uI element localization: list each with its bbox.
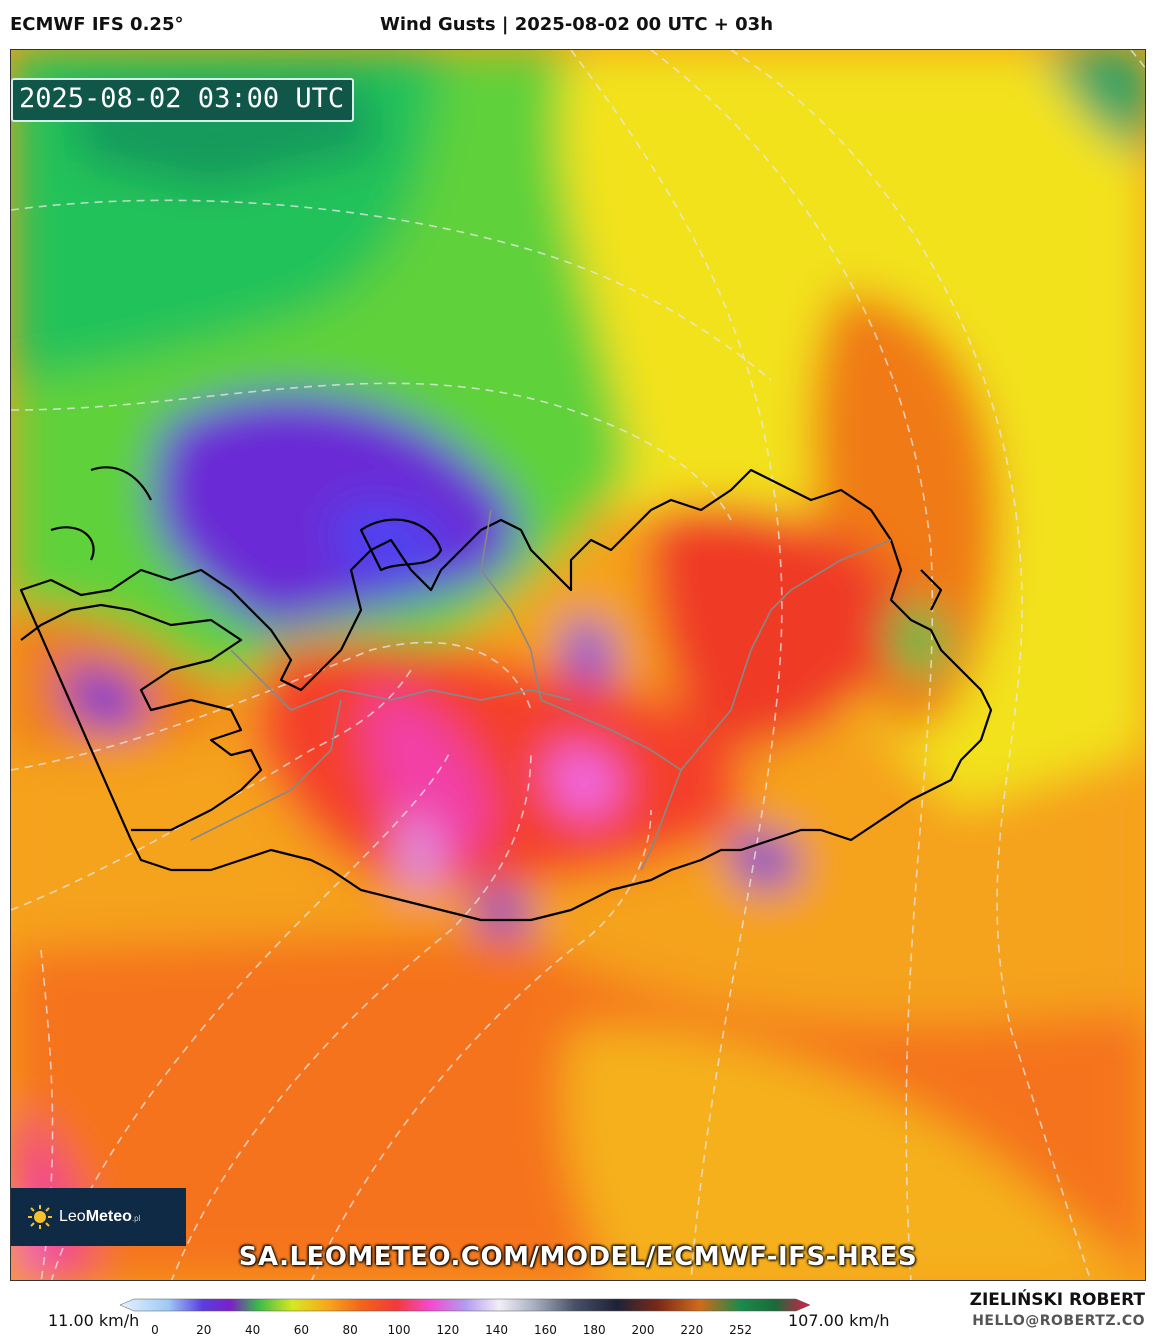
source-url[interactable]: SA.LEOMETEO.COM/MODEL/ECMWF-IFS-HRES <box>238 1242 918 1272</box>
colorbar-tick-label: 252 <box>729 1323 753 1337</box>
isobar-lines <box>11 50 1145 1280</box>
coastline <box>19 466 993 922</box>
map-title: Wind Gusts | 2025-08-02 00 UTC + 03h <box>380 14 774 35</box>
region-borders <box>190 509 892 871</box>
colorbar-tick-label: 120 <box>436 1323 460 1337</box>
colorbar-tick-label: 100 <box>387 1323 411 1337</box>
colorbar-min-label: 11.00 km/h <box>48 1311 140 1330</box>
valid-time-label: 2025-08-02 03:00 UTC <box>11 78 355 122</box>
wind-gust-map[interactable]: 2025-08-02 03:00 UTC LeoMeteo.pl SA.LEOM… <box>10 49 1146 1281</box>
colorbar-tick-label: 180 <box>582 1323 606 1337</box>
colorbar-tick-label: 0 <box>151 1323 159 1337</box>
leometeo-logo[interactable]: LeoMeteo.pl <box>11 1188 186 1246</box>
colorbar-tick-label: 140 <box>485 1323 509 1337</box>
author-name: ZIELIŃSKI ROBERT <box>969 1290 1145 1310</box>
colorbar-tick-label: 40 <box>244 1323 261 1337</box>
colorbar-tick-label: 80 <box>342 1323 358 1337</box>
colorbar <box>120 1298 810 1312</box>
sun-icon <box>28 1205 52 1229</box>
colorbar-tick-label: 60 <box>293 1323 310 1337</box>
colorbar-tick-label: 220 <box>680 1323 704 1337</box>
logo-text: LeoMeteo.pl <box>59 1208 141 1225</box>
colorbar-tick-label: 200 <box>631 1323 655 1337</box>
colorbar-max-label: 107.00 km/h <box>788 1311 890 1330</box>
colorbar-tick-label: 160 <box>533 1323 557 1337</box>
gust-field <box>11 50 1145 1280</box>
model-name: ECMWF IFS 0.25° <box>10 14 184 35</box>
colorbar-tick-label: 20 <box>196 1323 212 1337</box>
author-email[interactable]: HELLO@ROBERTZ.CO <box>972 1313 1145 1329</box>
